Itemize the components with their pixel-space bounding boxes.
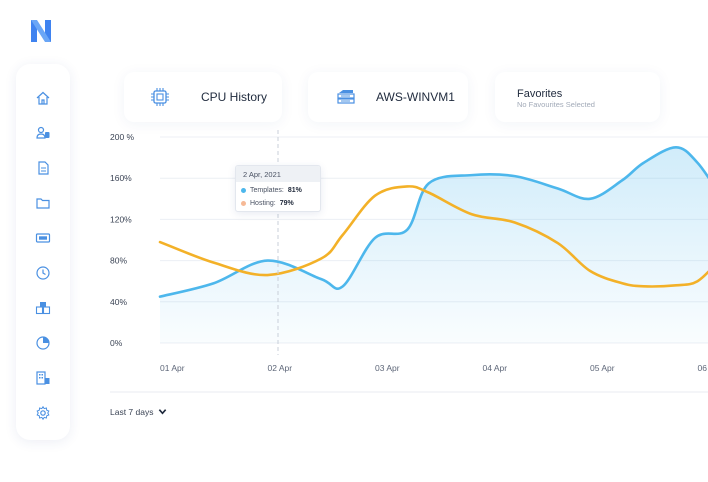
server-card[interactable]: AWS-WINVM1	[308, 72, 468, 122]
favorites-card[interactable]: Favorites No Favourites Selected	[495, 72, 660, 122]
chart-tooltip: 2 Apr, 2021 Templates: 81% Hosting: 79%	[235, 165, 321, 212]
series-area-templates	[160, 147, 708, 343]
x-tick-label: 04 Apr	[483, 363, 508, 373]
server-label: AWS-WINVM1	[376, 90, 455, 104]
tooltip-hosting-label: Hosting:	[250, 199, 276, 207]
pie-chart-icon[interactable]	[33, 333, 53, 353]
clock-icon[interactable]	[33, 263, 53, 283]
chevron-down-icon[interactable]	[158, 403, 167, 421]
date-range-select[interactable]: Last 7 days	[110, 405, 167, 419]
sidebar	[16, 64, 70, 440]
home-icon[interactable]	[33, 88, 53, 108]
document-icon[interactable]	[33, 158, 53, 178]
date-range-label: Last 7 days	[110, 407, 154, 417]
tooltip-date: 2 Apr, 2021	[236, 166, 320, 182]
tooltip-templates-row: Templates: 81%	[236, 182, 320, 195]
templates-legend-dot	[241, 187, 246, 193]
x-tick-label: 02 Apr	[268, 363, 293, 373]
x-tick-label: 06	[698, 363, 708, 373]
tooltip-hosting-value: 79%	[279, 199, 294, 207]
favorites-title: Favorites	[517, 88, 563, 100]
cpu-history-card[interactable]: CPU History	[124, 72, 282, 122]
folder-icon[interactable]	[33, 193, 53, 213]
series-line-hosting[interactable]	[158, 185, 708, 288]
y-tick-label: 160%	[110, 173, 132, 183]
settings-icon[interactable]	[33, 403, 53, 423]
cpu-history-label: CPU History	[201, 90, 268, 104]
y-tick-label: 120%	[110, 214, 132, 224]
favorites-subtitle: No Favourites Selected	[517, 100, 595, 109]
users-icon[interactable]	[33, 123, 53, 143]
cpu-chip-icon	[149, 86, 171, 108]
y-tick-label: 0%	[110, 338, 123, 348]
series-line-templates[interactable]	[158, 145, 708, 298]
building-icon[interactable]	[33, 368, 53, 388]
boxes-icon[interactable]	[33, 298, 53, 318]
brand-logo-icon[interactable]	[28, 16, 54, 46]
y-tick-label: 40%	[110, 297, 127, 307]
x-tick-label: 03 Apr	[375, 363, 400, 373]
ticket-icon[interactable]	[33, 228, 53, 248]
tooltip-hosting-row: Hosting: 79%	[236, 195, 320, 208]
tooltip-templates-label: Templates:	[250, 186, 284, 194]
y-tick-label: 80%	[110, 256, 127, 266]
tooltip-templates-value: 81%	[287, 186, 302, 194]
y-tick-label: 200 %	[110, 132, 135, 142]
hosting-legend-dot	[241, 200, 246, 206]
server-icon	[335, 86, 357, 108]
x-tick-label: 01 Apr	[160, 363, 185, 373]
x-tick-label: 05 Apr	[590, 363, 615, 373]
